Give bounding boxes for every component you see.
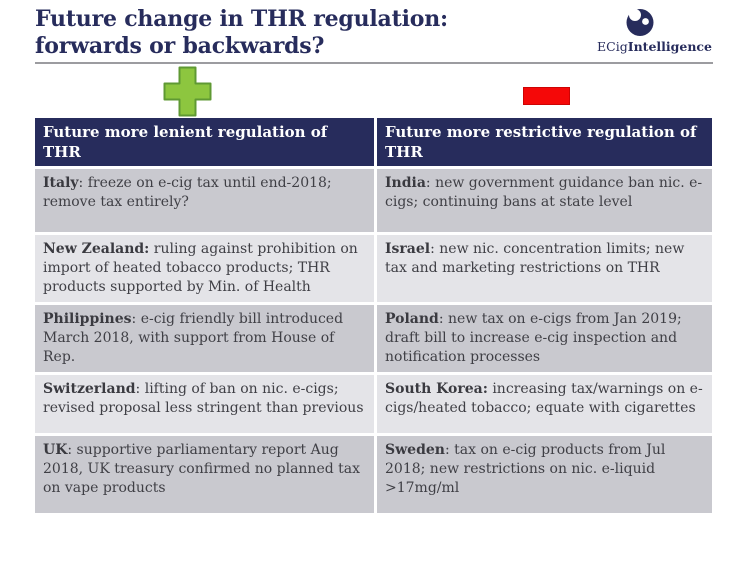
country-name: Italy xyxy=(43,175,79,191)
table-header-row: Future more lenient regulation of THR Fu… xyxy=(35,118,712,166)
cell-poland: Poland: new tax on e-cigs from Jan 2019;… xyxy=(377,305,712,372)
brand-name-prefix: ECig xyxy=(597,39,628,54)
cell-switzerland: Switzerland: lifting of ban on nic. e-ci… xyxy=(35,375,374,433)
country-name: Sweden xyxy=(385,442,445,458)
cell-text: : new tax on e-cigs from Jan 2019; draft… xyxy=(385,311,682,365)
cell-text: : lifting of ban on nic. e-cigs; revised… xyxy=(43,381,364,416)
cell-philippines: Philippines: e-cig friendly bill introdu… xyxy=(35,305,374,372)
brand-logo: ECigIntelligence xyxy=(592,8,712,54)
circle-swirl-logo-icon xyxy=(626,9,654,36)
column-header-restrictive: Future more restrictive regulation of TH… xyxy=(377,118,712,166)
cell-italy: Italy: freeze on e-cig tax until end-201… xyxy=(35,169,374,232)
country-name: Israel xyxy=(385,241,431,257)
cell-text: increasing tax/warnings on e-cigs/heated… xyxy=(385,381,703,416)
country-name: Philippines xyxy=(43,311,132,327)
cell-new-zealand: New Zealand: ruling against prohibition … xyxy=(35,235,374,302)
table-row: Switzerland: lifting of ban on nic. e-ci… xyxy=(35,375,712,433)
cell-text: : tax on e-cig products from Jul 2018; n… xyxy=(385,442,666,496)
page-title: Future change in THR regulation: forward… xyxy=(35,6,448,60)
country-name: UK xyxy=(43,442,68,458)
country-name: India xyxy=(385,175,426,191)
country-name: New Zealand: xyxy=(43,241,150,257)
cell-south-korea: South Korea: increasing tax/warnings on … xyxy=(377,375,712,433)
cell-text: : freeze on e-cig tax until end-2018; re… xyxy=(43,175,332,210)
cell-india: India: new government guidance ban nic. … xyxy=(377,169,712,232)
country-name: Switzerland xyxy=(43,381,136,397)
table-row: Philippines: e-cig friendly bill introdu… xyxy=(35,305,712,372)
country-name: South Korea: xyxy=(385,381,488,397)
plus-icon xyxy=(163,66,212,121)
cell-text: ruling against prohibition on import of … xyxy=(43,241,358,295)
title-divider xyxy=(35,62,713,64)
country-name: Poland xyxy=(385,311,439,327)
regulation-comparison-table: Future more lenient regulation of THR Fu… xyxy=(32,115,715,516)
cell-text: : new nic. concentration limits; new tax… xyxy=(385,241,685,276)
cell-text: : new government guidance ban nic. e-cig… xyxy=(385,175,703,210)
cell-israel: Israel: new nic. concentration limits; n… xyxy=(377,235,712,302)
cell-text: : e-cig friendly bill introduced March 2… xyxy=(43,311,344,365)
table-row: Italy: freeze on e-cig tax until end-201… xyxy=(35,169,712,232)
brand-logo-text: ECigIntelligence xyxy=(592,39,712,54)
cell-text: : supportive parliamentary report Aug 20… xyxy=(43,442,361,496)
column-header-lenient: Future more lenient regulation of THR xyxy=(35,118,374,166)
table-row: UK: supportive parliamentary report Aug … xyxy=(35,436,712,513)
minus-icon xyxy=(523,87,570,105)
table-row: New Zealand: ruling against prohibition … xyxy=(35,235,712,302)
cell-uk: UK: supportive parliamentary report Aug … xyxy=(35,436,374,513)
cell-sweden: Sweden: tax on e-cig products from Jul 2… xyxy=(377,436,712,513)
page-title-line2: forwards or backwards? xyxy=(35,33,325,59)
page-title-line1: Future change in THR regulation: xyxy=(35,6,448,32)
brand-name-suffix: Intelligence xyxy=(627,39,712,54)
